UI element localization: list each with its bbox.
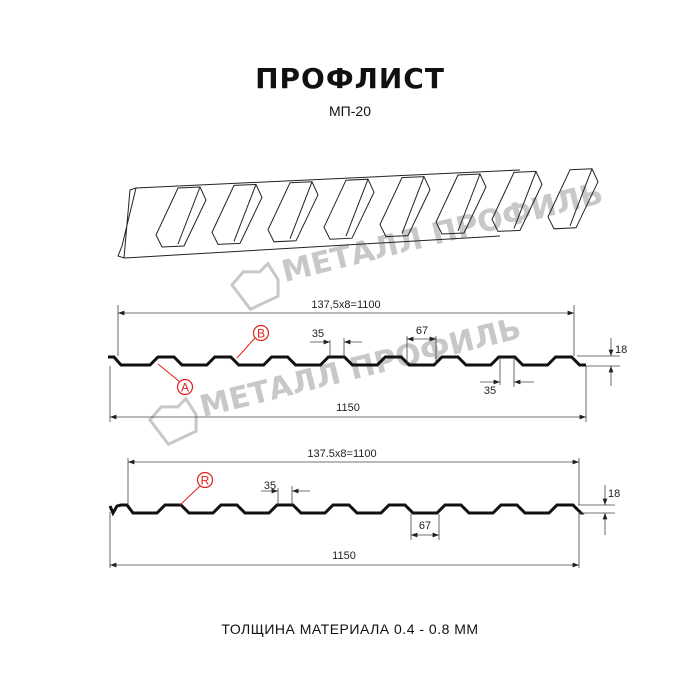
marker-b: B [236, 324, 270, 359]
watermark-text: МЕТАЛЛ ПРОФИЛЬ [196, 311, 524, 425]
pitch-label: 137,5x8=1100 [311, 299, 380, 311]
gap-label: 67 [419, 520, 431, 532]
marker-b-label: B [257, 327, 265, 341]
rib-top-label: 35 [264, 480, 276, 492]
gap-label: 67 [416, 325, 428, 337]
logo-icon [148, 396, 198, 447]
watermark-1: МЕТАЛЛ ПРОФИЛЬ [230, 176, 607, 312]
page-title: ПРОФЛИСТ [255, 62, 445, 95]
sheet-rib [323, 178, 375, 240]
height-label: 18 [608, 488, 620, 500]
marker-r-label: R [201, 474, 210, 488]
watermark-2: МЕТАЛЛ ПРОФИЛЬ [148, 311, 525, 447]
sheet-perspective-view [117, 168, 599, 259]
marker-a-label: A [181, 381, 189, 395]
profile-top-drawing: 137,5x8=1100 1150 35 67 35 18 B A [108, 299, 627, 422]
sheet-rib [211, 183, 263, 245]
profile-bottom-drawing: 137.5x8=1100 1150 35 67 18 R [108, 448, 620, 568]
sheet-rib [155, 186, 207, 248]
sheet-rib [379, 176, 431, 238]
height-label: 18 [615, 344, 627, 356]
profile-line [108, 355, 586, 367]
pitch-label: 137.5x8=1100 [307, 448, 376, 460]
logo-icon [230, 261, 280, 312]
marker-a: A [157, 363, 194, 396]
material-thickness: ТОЛЩИНА МАТЕРИАЛА 0.4 - 0.8 ММ [221, 621, 479, 637]
sheet-edge [117, 169, 521, 259]
profile-line [108, 503, 585, 517]
rib-top-label: 35 [312, 328, 324, 340]
sheet-rib [547, 168, 599, 230]
marker-r: R [179, 471, 214, 506]
model-label: МП-20 [329, 103, 371, 119]
sheet-rib [435, 173, 487, 235]
width-label: 1150 [336, 402, 360, 414]
sheet-rib [491, 170, 543, 232]
width-label: 1150 [332, 550, 356, 562]
sheet-rib [267, 181, 319, 243]
rib-bottom-label: 35 [484, 385, 496, 397]
watermark-text: МЕТАЛЛ ПРОФИЛЬ [278, 176, 606, 290]
